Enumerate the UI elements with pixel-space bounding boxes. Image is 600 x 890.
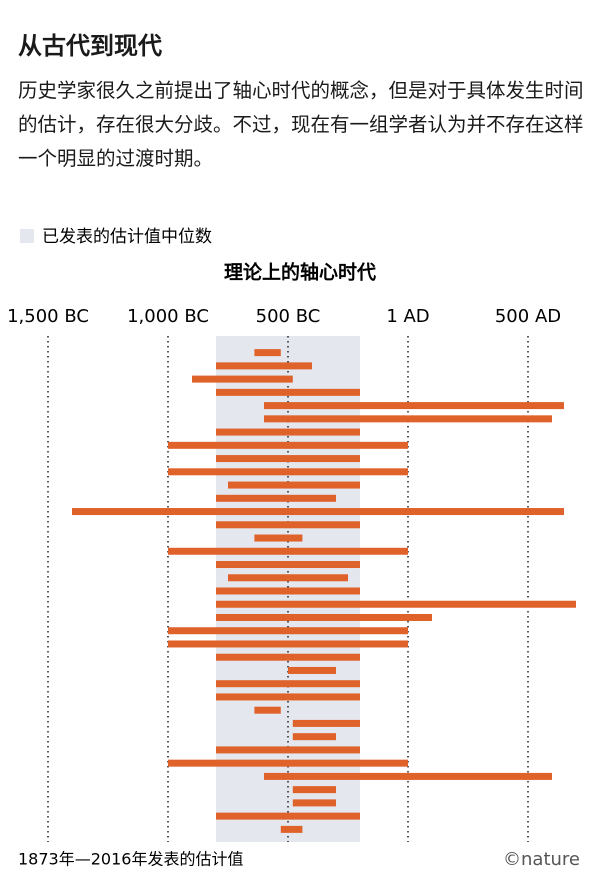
range-bar	[168, 627, 408, 635]
range-bar	[216, 693, 360, 701]
range-bar	[72, 508, 564, 516]
chart-title: 理论上的轴心时代	[224, 261, 376, 284]
range-bar	[168, 547, 408, 555]
range-bar	[254, 349, 281, 357]
range-bar	[280, 825, 303, 833]
subtitle: 历史学家很久之前提出了轴心时代的概念，但是对于具体发生时间的估计，存在很大分歧。…	[18, 79, 584, 170]
x-tick-label: 500 BC	[256, 306, 321, 327]
range-bar	[216, 653, 360, 661]
range-bar	[216, 521, 360, 529]
title: 从古代到现代	[18, 32, 162, 60]
range-bar	[254, 534, 303, 542]
range-bar	[168, 759, 408, 767]
range-bar	[168, 441, 408, 449]
range-bar	[216, 561, 360, 569]
range-bar	[264, 772, 552, 780]
range-bar	[216, 388, 360, 396]
range-bar	[292, 719, 360, 727]
x-tick-label: 1 AD	[386, 306, 429, 327]
legend-swatch	[20, 229, 34, 243]
range-bar	[216, 613, 432, 621]
x-tick-label: 1,000 BC	[127, 306, 209, 327]
range-bar	[288, 666, 336, 674]
range-bar	[216, 587, 360, 595]
range-bar	[216, 494, 336, 502]
x-tick-label: 1,500 BC	[7, 306, 89, 327]
legend-label: 已发表的估计值中位数	[42, 227, 212, 247]
series-note: 1873年—2016年发表的估计值	[18, 850, 243, 869]
range-bar	[264, 402, 564, 410]
range-bar	[216, 746, 360, 754]
range-bar	[216, 362, 312, 370]
range-bar	[216, 428, 360, 436]
range-bar	[168, 640, 408, 648]
x-tick-label: 500 AD	[495, 306, 561, 327]
range-bar	[292, 733, 336, 741]
range-bar	[228, 574, 348, 582]
range-bar	[228, 481, 360, 489]
range-bar	[192, 375, 293, 383]
range-bar	[254, 706, 281, 714]
range-bar	[216, 812, 360, 820]
range-bar	[216, 600, 576, 608]
range-bar	[292, 786, 336, 794]
range-bar	[216, 680, 360, 688]
range-bar	[264, 415, 552, 423]
range-bar	[292, 799, 336, 807]
range-bar	[216, 455, 360, 463]
range-bar	[168, 468, 408, 476]
credit: ©nature	[503, 849, 580, 870]
